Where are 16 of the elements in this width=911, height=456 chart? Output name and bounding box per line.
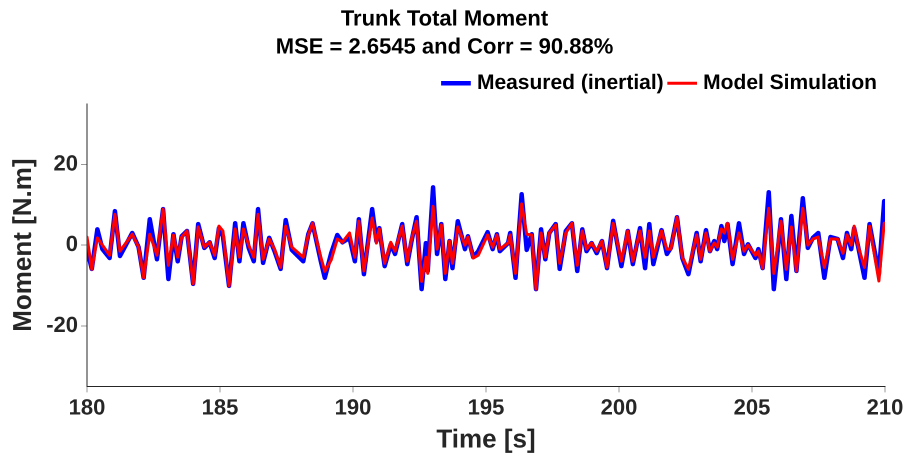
y-tick-label: 0	[66, 231, 78, 256]
chart-title: Trunk Total Moment	[340, 5, 549, 30]
legend-label: Measured (inertial)	[476, 71, 664, 94]
y-axis-title: Moment [N.m]	[6, 158, 37, 332]
legend-label: Model Simulation	[703, 71, 878, 94]
y-tick-label: -20	[46, 312, 78, 337]
x-tick-label: 205	[734, 394, 770, 420]
x-tick-label: 200	[600, 394, 638, 420]
x-tick-label: 190	[334, 394, 372, 420]
x-axis-title: Time [s]	[436, 424, 536, 454]
x-tick-label: 180	[68, 394, 106, 420]
y-tick-label: 20	[54, 150, 78, 176]
x-tick-label: 195	[468, 394, 504, 420]
x-tick-label: 210	[866, 394, 904, 420]
x-tick-label: 185	[202, 394, 238, 420]
chart-subtitle: MSE = 2.6545 and Corr = 90.88%	[276, 34, 614, 59]
